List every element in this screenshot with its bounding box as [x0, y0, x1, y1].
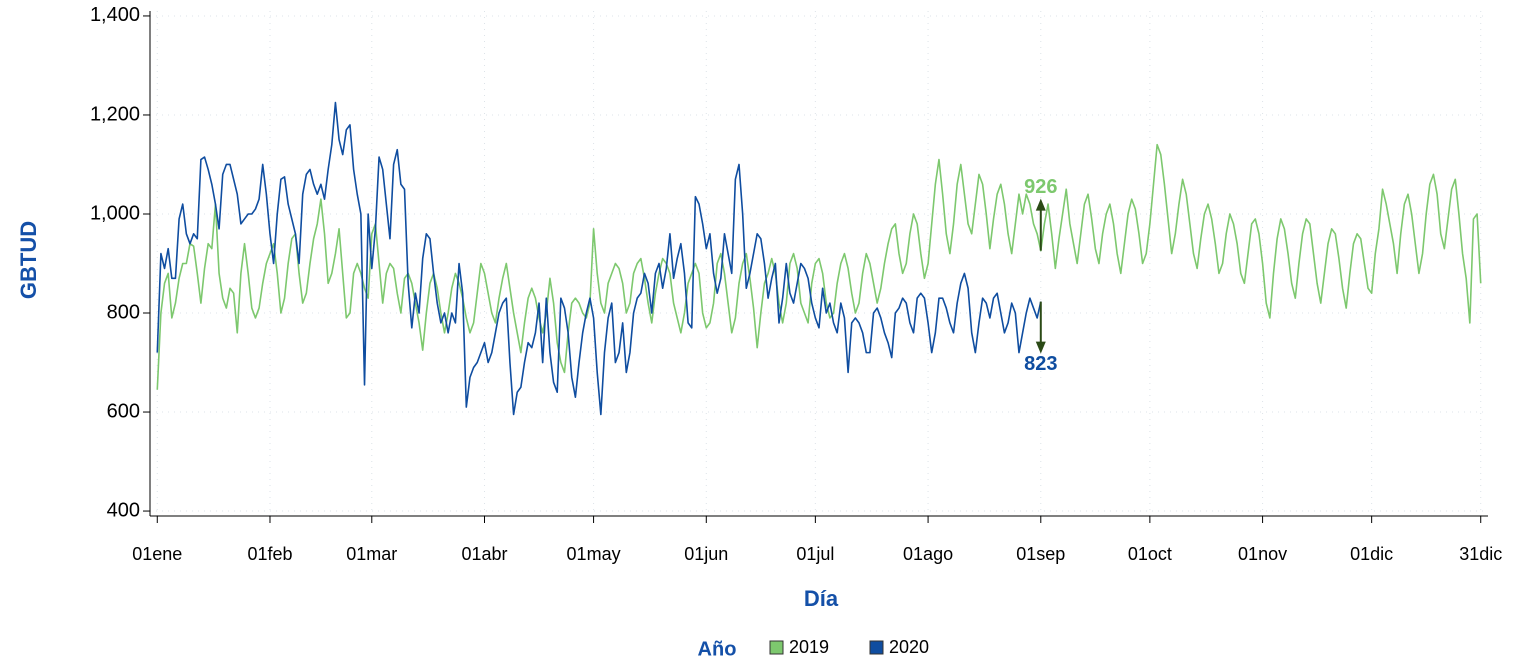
x-tick-label: 01may: [567, 544, 621, 564]
x-tick-label: 01sep: [1016, 544, 1065, 564]
x-tick-label: 01ago: [903, 544, 953, 564]
y-tick-label: 600: [107, 400, 140, 422]
x-tick-label: 01feb: [247, 544, 292, 564]
data-label: 926: [1024, 176, 1057, 198]
x-tick-label: 01jun: [684, 544, 728, 564]
legend-title: Año: [698, 638, 737, 660]
x-tick-label: 31dic: [1459, 544, 1502, 564]
x-tick-label: 01abr: [461, 544, 507, 564]
label-arrowhead: [1035, 341, 1046, 354]
series-line: [156, 143, 1482, 390]
series-line: [156, 101, 1042, 416]
data-label: 823: [1024, 353, 1057, 375]
x-tick-label: 01mar: [346, 544, 397, 564]
x-axis-title: Día: [804, 586, 839, 611]
y-tick-label: 1,200: [90, 103, 140, 125]
x-tick-label: 01dic: [1350, 544, 1393, 564]
x-tick-label: 01oct: [1128, 544, 1172, 564]
y-tick-label: 1,000: [90, 202, 140, 224]
legend-label: 2019: [789, 637, 829, 657]
legend-label: 2020: [889, 637, 929, 657]
x-tick-label: 01nov: [1238, 544, 1287, 564]
legend-swatch: [769, 640, 784, 655]
y-axis-title: GBTUD: [16, 221, 41, 299]
x-tick-label: 01ene: [132, 544, 182, 564]
y-tick-label: 800: [107, 301, 140, 323]
label-arrowhead: [1035, 198, 1046, 211]
legend-swatch: [869, 640, 884, 655]
x-tick-label: 01jul: [796, 544, 834, 564]
y-tick-label: 400: [107, 499, 140, 521]
y-tick-label: 1,400: [90, 4, 140, 26]
